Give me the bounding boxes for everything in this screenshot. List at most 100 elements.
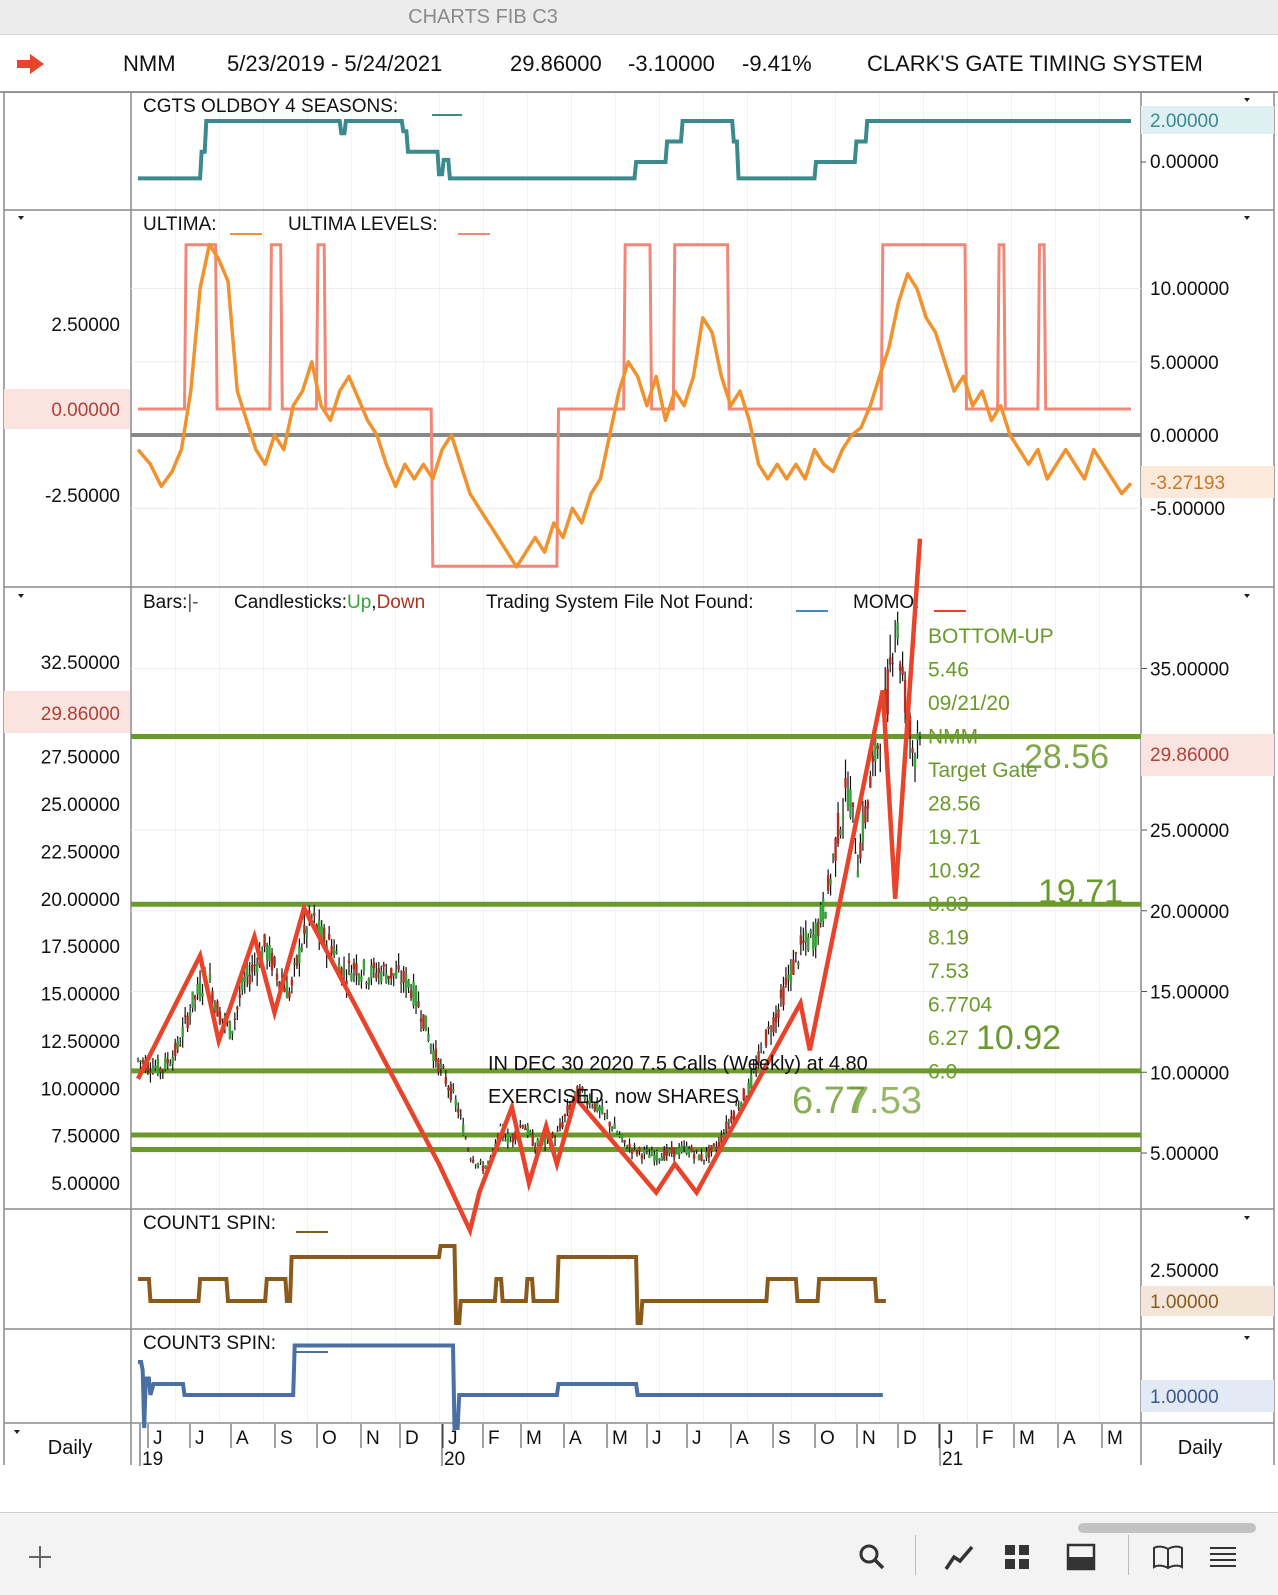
candle-down [586,1100,589,1105]
arrow-right-icon[interactable] [16,53,46,75]
ultima-menu-arrow-icon[interactable] [18,216,24,220]
candle-down [871,755,875,762]
candle-down [623,1139,626,1143]
plot-grid [131,92,1141,1422]
candle-up [414,988,418,1006]
candle-down [253,964,256,967]
candle-down [347,960,351,964]
candle-down [692,1154,696,1159]
candle-down [551,1133,554,1138]
price-right-tick: 5.00000 [1150,1144,1219,1165]
candle-up [650,1150,654,1156]
candle-up [285,983,289,999]
candle-up [427,1033,430,1042]
candle-up [476,1163,480,1166]
candle-up [171,1057,174,1065]
candle-down [578,1087,582,1101]
month-label: A [236,1428,249,1449]
chart-line-icon[interactable] [944,1543,974,1571]
ultima-left-badge [4,389,130,429]
candle-down [275,973,279,980]
count3-right-menu-arrow-icon[interactable] [1244,1336,1250,1340]
price-right-menu-arrow-icon[interactable] [1244,594,1250,598]
panel-icon[interactable] [1066,1543,1096,1571]
candle-down [146,1060,150,1071]
candle-up [136,1058,140,1061]
horizontal-scrollbar[interactable] [1078,1523,1256,1533]
window-title: CHARTS FIB C3 [408,6,558,28]
search-icon[interactable] [858,1543,886,1571]
count1-series-line [138,1244,886,1325]
candle-down [695,1149,698,1152]
candle-down [866,800,870,809]
ultima-right-tick-0: 0.00000 [1150,426,1219,447]
candle-up [246,964,249,977]
candle-up [573,1091,577,1095]
candle-up [722,1134,726,1138]
candle-down [730,1116,733,1122]
candle-up [893,627,897,629]
candle-down [183,1015,187,1017]
candle-down [377,968,381,973]
candle-down [737,1107,740,1109]
candle-up [357,974,361,981]
price-left-tick: 32.50000 [41,653,120,674]
trade-note-line-1: IN DEC 30 2020 7.5 Calls (Weekly) at 4.8… [488,1053,868,1075]
count3-series-line [138,1343,883,1430]
count1-last-badge [1141,1286,1274,1316]
candle-up [874,734,877,761]
book-icon[interactable] [1152,1544,1184,1570]
candle-down [161,1070,165,1072]
candle-up [380,971,383,982]
candle-up [697,1154,701,1161]
oldboy-panel: CGTS OLDBOY 4 SEASONS: 2.00000 0.00000 [138,96,1274,181]
chart-area[interactable]: CGTS OLDBOY 4 SEASONS: 2.00000 0.00000 U… [0,92,1278,1512]
target-gate-item: 10.92 [928,860,981,883]
candle-up [439,1064,443,1069]
candle-up [318,920,321,937]
gate-label-753: 7.53 [848,1080,922,1122]
trade-note-line-2: EXERCISED. now SHARES [488,1086,739,1108]
candle-up [486,1161,490,1163]
interval-right-label[interactable]: Daily [1178,1437,1222,1459]
candle-down [340,967,343,982]
ultima-levels-legend: ULTIMA LEVELS: [288,214,438,235]
candle-down [466,1149,470,1151]
count1-panel: COUNT1 SPIN: 2.50000 1.00000 [138,1213,1274,1325]
candle-up [181,1026,184,1038]
candle-up [335,951,338,954]
grid-icon[interactable] [1004,1544,1030,1570]
candle-down [447,1087,450,1091]
price-menu-arrow-icon[interactable] [18,594,24,598]
candle-up [499,1125,502,1127]
month-label: F [488,1428,500,1449]
candle-down [558,1123,562,1129]
oldboy-right-menu-arrow-icon[interactable] [1244,98,1250,102]
candle-down [742,1088,745,1100]
candle-down [434,1048,438,1062]
candle-up [404,974,408,991]
axis-menu-arrow-icon[interactable] [14,1430,20,1434]
candle-up [668,1149,671,1153]
price-right-tick: 15.00000 [1150,983,1229,1004]
candle-up [305,928,309,938]
candle-up [367,978,371,985]
plus-icon[interactable] [26,1543,54,1571]
symbol-label[interactable]: NMM [123,51,176,76]
candle-up [228,1021,232,1039]
count3-legend: COUNT3 SPIN: [143,1333,276,1354]
candle-down [352,962,356,970]
oldboy-legend: CGTS OLDBOY 4 SEASONS: [143,96,398,117]
ultima-right-menu-arrow-icon[interactable] [1244,216,1250,220]
month-label: O [820,1428,835,1449]
candle-down [826,875,830,891]
interval-left-label[interactable]: Daily [48,1437,92,1459]
candle-down [248,974,251,985]
menu-icon[interactable] [1208,1545,1238,1569]
candle-up [821,898,825,921]
price-left-tick: 27.50000 [41,748,120,769]
month-label: J [692,1428,702,1449]
month-label: N [366,1428,380,1449]
change-pct-label: -9.41% [742,51,812,76]
count1-right-menu-arrow-icon[interactable] [1244,1216,1250,1220]
